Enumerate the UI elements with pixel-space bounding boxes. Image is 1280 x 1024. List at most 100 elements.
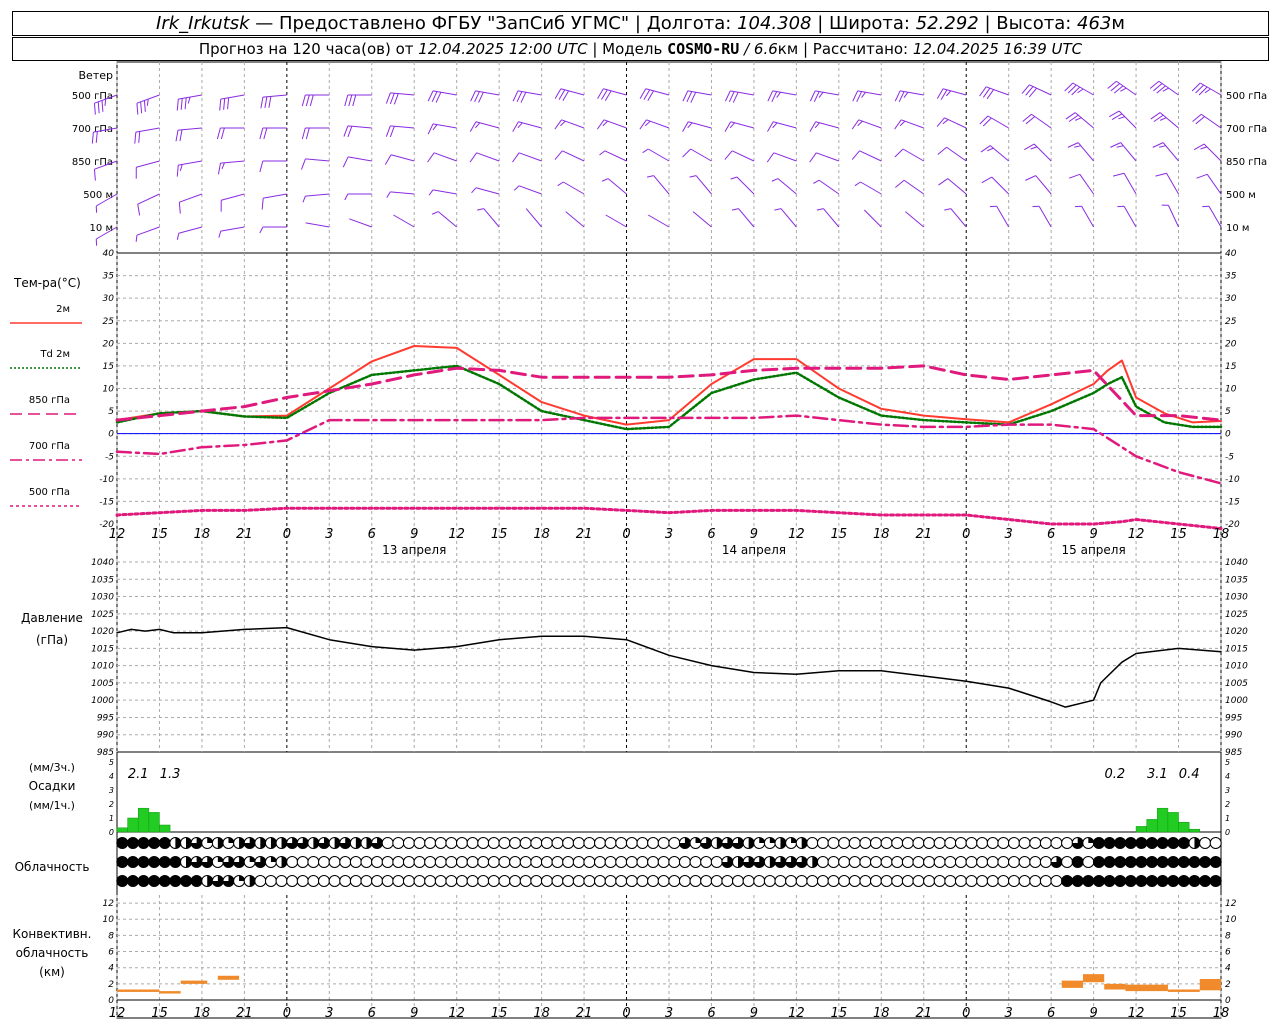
wind-barb bbox=[137, 193, 160, 205]
convective-bar bbox=[1167, 989, 1200, 992]
time-tick-label: 6 bbox=[1047, 527, 1055, 542]
wind-barb-feather bbox=[686, 91, 693, 103]
cloud-cover-symbol bbox=[296, 856, 309, 868]
cloud-cover-fill bbox=[791, 837, 797, 843]
wind-barb-feather bbox=[309, 94, 314, 107]
wind-barb-feather bbox=[135, 235, 138, 242]
time-tick-label-bottom: 15 bbox=[151, 1006, 168, 1021]
cloud-cover-symbol bbox=[859, 875, 872, 887]
wind-barb-feather bbox=[1159, 145, 1166, 148]
cloud-cover-fill bbox=[228, 837, 234, 843]
precip-bar bbox=[1146, 819, 1158, 833]
wind-barb-feather bbox=[1108, 110, 1120, 118]
conv-tick-left: 4 bbox=[108, 964, 114, 974]
cloud-cover-fill bbox=[1188, 856, 1200, 868]
time-tick-label: 9 bbox=[750, 527, 758, 542]
cloud-cover-symbol bbox=[976, 856, 989, 868]
wind-barb-feather bbox=[143, 100, 146, 112]
temp-tick-left: 35 bbox=[103, 272, 115, 282]
cloud-cover-symbol bbox=[562, 856, 575, 868]
cloud-cover-symbol bbox=[487, 875, 500, 887]
temp-tick-left: -5 bbox=[105, 452, 114, 462]
wind-barb-feather bbox=[1025, 175, 1036, 181]
cloud-cover-fill bbox=[759, 837, 765, 843]
wind-barb-feather bbox=[1075, 117, 1082, 121]
cloud-cover-symbol bbox=[371, 875, 384, 887]
precip-tick-left: 4 bbox=[109, 772, 114, 781]
wind-barb bbox=[562, 150, 585, 162]
cloud-cover-symbol bbox=[965, 875, 978, 887]
wind-barb-feather bbox=[1118, 116, 1125, 120]
temp-series-td2m bbox=[115, 364, 1223, 431]
wind-barb-feather bbox=[643, 89, 651, 100]
wind-barb bbox=[946, 146, 967, 162]
latitude-label: | Широта: bbox=[817, 13, 910, 34]
wind-barb bbox=[1167, 205, 1179, 228]
cloud-cover-symbol bbox=[954, 856, 967, 868]
pressure-tick-left: 1000 bbox=[91, 696, 114, 706]
cloud-cover-symbol bbox=[286, 856, 299, 868]
cloud-cover-fill bbox=[222, 856, 234, 868]
cloud-cover-fill bbox=[217, 856, 224, 862]
wind-barb bbox=[1079, 174, 1095, 195]
temp-legend-label: 700 гПа bbox=[29, 441, 70, 452]
wind-barb bbox=[437, 211, 458, 228]
wind-barb-feather bbox=[1155, 172, 1167, 177]
precip-unit-1h: (мм/1ч.) bbox=[29, 799, 75, 812]
wind-barb bbox=[348, 156, 372, 162]
wind-barb-feather bbox=[175, 130, 179, 142]
date-label: 14 апреля bbox=[722, 543, 786, 557]
model-resolution: / 6.6 bbox=[744, 40, 778, 58]
pressure-title: Давление bbox=[21, 611, 83, 625]
cloud-cover-fill bbox=[127, 875, 139, 887]
cloud-cover-fill bbox=[222, 875, 234, 887]
precip-tick-left: 3 bbox=[109, 786, 114, 795]
wind-barb bbox=[902, 148, 925, 162]
wind-barb-feather bbox=[813, 91, 820, 103]
precip-sum-label: 0.2 bbox=[1105, 767, 1126, 782]
wind-barb-feather bbox=[1195, 84, 1205, 94]
wind-barb-feather bbox=[221, 162, 225, 170]
wind-barb-feather bbox=[813, 179, 820, 184]
temp-tick-right: -20 bbox=[1225, 520, 1240, 530]
pressure-tick-left: 985 bbox=[97, 748, 114, 758]
precip-sum-label: 1.3 bbox=[160, 767, 181, 782]
cloud-cover-symbol bbox=[264, 875, 277, 887]
wind-barb-feather bbox=[772, 122, 778, 129]
cloud-cover-symbol bbox=[615, 875, 628, 887]
wind-barb bbox=[1081, 205, 1095, 228]
cloud-cover-symbol bbox=[381, 837, 394, 849]
wind-level-label-left: 500 м bbox=[83, 190, 113, 201]
time-tick-label: 21 bbox=[236, 527, 253, 542]
cloud-cover-symbol bbox=[1008, 875, 1020, 887]
cloud-cover-fill bbox=[769, 856, 776, 868]
wind-barb-feather bbox=[767, 121, 774, 132]
precip-bar bbox=[116, 827, 128, 833]
cloud-cover-fill bbox=[1146, 875, 1158, 887]
temp-tick-left: 40 bbox=[103, 249, 115, 259]
wind-barb-feather bbox=[137, 204, 141, 216]
wind-barb bbox=[780, 208, 797, 228]
time-tick-label: 21 bbox=[576, 527, 593, 542]
cloud-cover-fill bbox=[1114, 875, 1126, 887]
time-tick-label-bottom: 9 bbox=[410, 1006, 418, 1021]
wind-barb-feather bbox=[512, 121, 519, 132]
wind-barb-feather bbox=[851, 119, 860, 130]
cloud-cover-symbol bbox=[668, 856, 681, 868]
cloud-cover-fill bbox=[780, 837, 786, 849]
cloud-cover-fill bbox=[812, 856, 818, 868]
cloud-cover-fill bbox=[297, 837, 309, 849]
cloud-cover-fill bbox=[270, 856, 277, 862]
wind-barb-feather bbox=[1028, 87, 1038, 98]
cloud-cover-symbol bbox=[487, 856, 500, 868]
wind-barb-feather bbox=[138, 131, 141, 143]
wind-barb-feather bbox=[596, 119, 605, 130]
cloud-cover-fill bbox=[244, 837, 256, 849]
wind-barb bbox=[94, 160, 118, 170]
cloud-cover-fill bbox=[1167, 856, 1179, 868]
precip-bar bbox=[1135, 826, 1147, 833]
wind-barb-feather bbox=[259, 160, 264, 173]
cloud-cover-fill bbox=[201, 856, 213, 868]
wind-barb bbox=[947, 178, 967, 195]
wind-barb-feather bbox=[93, 103, 96, 115]
